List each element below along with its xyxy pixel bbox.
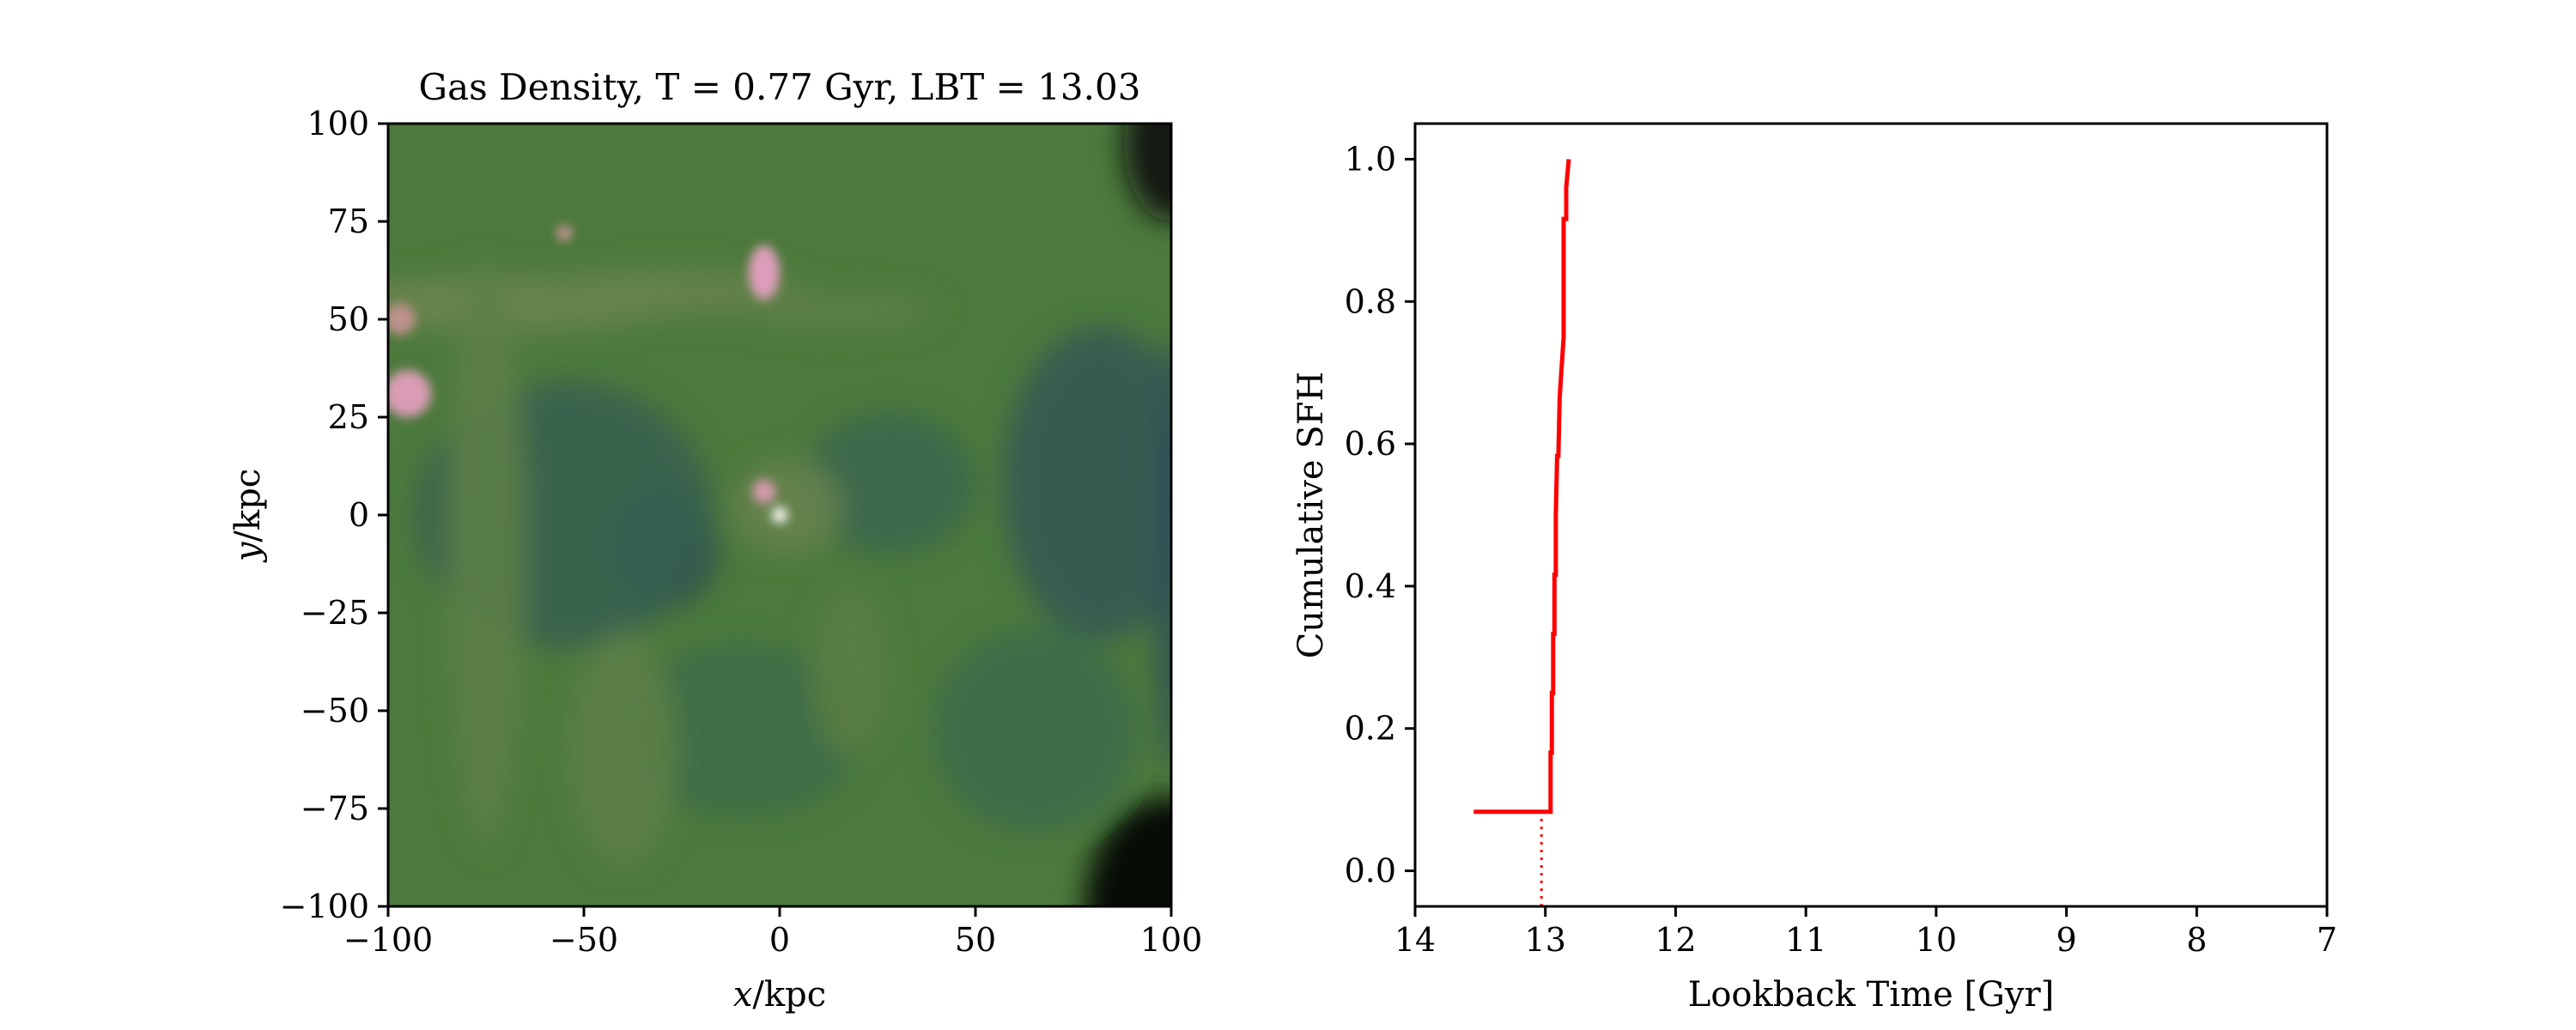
sfh-series-line xyxy=(1473,159,1571,815)
map-x-tick-label: −50 xyxy=(550,921,618,959)
density-filament xyxy=(568,632,678,868)
sfh-frame xyxy=(1413,122,2329,908)
density-void xyxy=(803,413,975,554)
density-map-axes: −100 −50 0 50 100 100 75 50 25 0 −25 −50 −75 −100 xyxy=(280,105,1203,959)
density-filament xyxy=(771,506,788,524)
sfh-x-tick-label: 10 xyxy=(1916,921,1957,959)
sfh-series-layer xyxy=(1473,159,1571,906)
map-x-axis-label: x/kpc xyxy=(733,975,826,1015)
map-x-tick-label: 50 xyxy=(955,921,996,959)
density-filament xyxy=(532,268,807,316)
density-void xyxy=(1002,327,1171,640)
sfh-x-tick-label: 13 xyxy=(1525,921,1566,959)
density-void xyxy=(1084,797,1171,906)
map-y-tick-label: 25 xyxy=(328,398,369,436)
density-filament xyxy=(740,292,937,331)
map-x-tick-label: 100 xyxy=(1140,921,1203,959)
sfh-y-tick-label: 0.4 xyxy=(1345,567,1396,605)
map-y-tick-label: 75 xyxy=(328,203,369,240)
sfh-y-axis-label: Cumulative SFH xyxy=(1291,372,1331,659)
map-x-tick-label: −100 xyxy=(343,921,433,959)
density-filament xyxy=(748,245,780,300)
map-y-tick-label: 0 xyxy=(349,496,369,534)
sfh-x-tick-label: 11 xyxy=(1785,921,1826,959)
map-y-tick-label: −100 xyxy=(280,888,369,925)
density-map-panel: Gas Density, T = 0.77 Gyr, LBT = 13.03 −… xyxy=(228,66,1203,1015)
map-y-tick-label: −25 xyxy=(301,594,369,632)
density-void xyxy=(1124,124,1171,221)
sfh-plot-area xyxy=(1415,124,2327,906)
density-void xyxy=(615,644,866,817)
sfh-x-axis-label: Lookback Time [Gyr] xyxy=(1688,975,2054,1015)
sfh-y-tick-label: 0.6 xyxy=(1345,425,1396,463)
map-y-tick-label: −50 xyxy=(301,692,369,730)
density-filament xyxy=(556,225,573,241)
map-y-axis-label: y/kpc xyxy=(228,469,268,563)
sfh-x-tick-label: 12 xyxy=(1655,921,1696,959)
density-filament xyxy=(388,370,432,417)
map-title: Gas Density, T = 0.77 Gyr, LBT = 13.03 xyxy=(419,66,1141,108)
sfh-panel: 14 13 12 11 10 9 8 7 0.0 0.2 0.4 0.6 0.8 1.0 Lookback… xyxy=(1291,122,2338,1015)
sfh-y-tick-label: 0.8 xyxy=(1345,282,1396,320)
density-void xyxy=(1155,338,1171,770)
density-filament xyxy=(811,585,890,758)
map-y-tick-label: 50 xyxy=(328,300,369,338)
map-x-tick-label: 0 xyxy=(769,921,790,959)
density-filament xyxy=(732,460,842,554)
sfh-x-tick-label: 9 xyxy=(2056,921,2076,959)
map-y-tick-label: −75 xyxy=(301,790,369,827)
density-filament xyxy=(388,303,416,336)
density-void xyxy=(932,628,1136,833)
density-filament xyxy=(447,260,526,848)
map-y-tick-label: 100 xyxy=(307,105,369,142)
sfh-x-tick-label: 7 xyxy=(2317,921,2337,959)
sfh-x-tick-label: 8 xyxy=(2186,921,2207,959)
sfh-axes: 14 13 12 11 10 9 8 7 0.0 0.2 0.4 0.6 0.8 1.0 xyxy=(1345,140,2338,959)
sfh-x-tick-label: 14 xyxy=(1394,921,1436,959)
density-map-diffuse-layer xyxy=(388,124,1171,906)
density-filament xyxy=(752,479,776,504)
sfh-y-tick-label: 0.2 xyxy=(1345,710,1396,748)
density-map-knot-layer xyxy=(388,225,788,524)
sfh-y-tick-label: 1.0 xyxy=(1345,140,1396,178)
sfh-y-tick-label: 0.0 xyxy=(1345,852,1396,890)
